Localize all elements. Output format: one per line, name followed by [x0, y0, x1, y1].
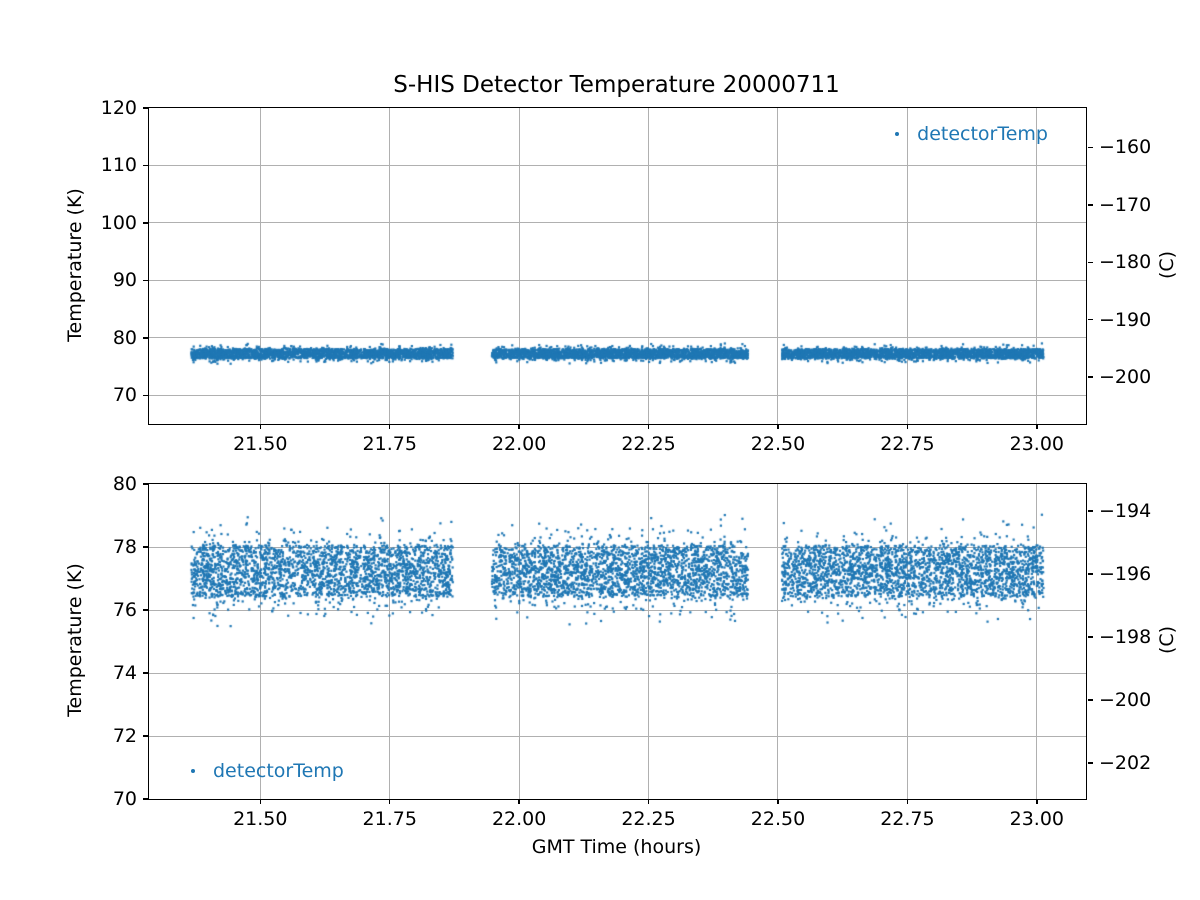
right-y-tick-mark	[1087, 510, 1093, 512]
right-y-tick-mark	[1087, 699, 1093, 701]
top-legend: detectorTemp	[895, 123, 1048, 145]
right-y-tick-mark	[1087, 146, 1093, 149]
x-tick-mark	[777, 799, 779, 804]
x-tick-mark	[259, 799, 262, 804]
x-tick-mark	[1036, 799, 1038, 804]
y-tick-label: 110	[100, 154, 137, 177]
legend-label: detectorTemp	[213, 760, 344, 782]
y-tick-mark	[142, 107, 148, 109]
x-tick-label: 22.00	[491, 433, 547, 455]
y-tick-mark	[142, 672, 148, 674]
y-tick-label: 90	[112, 269, 137, 292]
y-tick-label: 78	[112, 536, 137, 558]
y-tick-mark	[142, 609, 148, 611]
y-tick-mark	[142, 394, 148, 397]
y-tick-label: 70	[112, 384, 137, 407]
x-tick-mark	[259, 424, 262, 429]
y-tick-mark	[142, 798, 148, 800]
bottom-y-axis-label: Temperature (K)	[64, 563, 86, 717]
y-tick-mark	[142, 164, 148, 167]
x-tick-label: 22.50	[750, 433, 806, 455]
x-tick-mark	[777, 424, 779, 429]
y-tick-label: 80	[112, 326, 137, 349]
x-tick-mark	[647, 424, 650, 429]
top-axes: detectorTemp 21.50 21.75 22.00 22.25 22.50 22…	[101, 97, 1151, 455]
x-tick-label: 21.50	[233, 808, 288, 830]
right-y-tick-mark	[1087, 318, 1093, 321]
x-tick-mark	[906, 424, 909, 429]
x-tick-label: 21.50	[233, 433, 288, 455]
y-tick-label: 70	[112, 788, 137, 810]
top-y-axis-label: Temperature (K)	[64, 188, 86, 342]
right-y-tick-label: −200	[1099, 366, 1152, 389]
x-tick-label: 22.75	[880, 808, 935, 830]
y-tick-label: 80	[112, 473, 137, 495]
x-tick-label: 22.25	[621, 808, 676, 830]
x-tick-label: 21.75	[362, 433, 417, 455]
right-y-tick-label: −202	[1099, 751, 1152, 774]
y-tick-label: 74	[112, 662, 137, 684]
x-tick-mark	[1036, 424, 1038, 429]
scatter-canvas	[149, 484, 1086, 799]
x-tick-mark	[906, 799, 909, 804]
y-tick-label: 120	[100, 97, 137, 119]
bottom-legend: detectorTemp	[191, 760, 344, 782]
x-tick-label: 23.00	[1009, 433, 1065, 455]
x-tick-label: 22.50	[750, 808, 806, 830]
scatter-canvas	[149, 108, 1086, 424]
top-right-y-axis-label: (C)	[1156, 250, 1178, 280]
x-tick-mark	[388, 799, 391, 804]
right-y-tick-label: −198	[1099, 625, 1152, 648]
x-tick-mark	[518, 424, 520, 429]
x-axis-label: GMT Time (hours)	[531, 836, 702, 858]
bottom-axes: detectorTemp 21.50 21.75 22.00 22.25 22.50 22…	[113, 473, 1151, 830]
x-tick-mark	[647, 799, 650, 804]
right-y-tick-label: −196	[1099, 562, 1152, 585]
legend-label: detectorTemp	[917, 123, 1048, 145]
x-tick-label: 22.00	[491, 808, 547, 830]
right-y-tick-label: −190	[1099, 308, 1152, 331]
x-tick-label: 22.75	[880, 433, 935, 455]
right-y-tick-label: −160	[1099, 136, 1152, 159]
right-y-tick-label: −170	[1099, 193, 1152, 216]
scatter-marker-icon	[895, 132, 900, 136]
y-tick-mark	[142, 279, 148, 282]
x-tick-mark	[388, 424, 391, 429]
x-tick-label: 22.25	[621, 433, 676, 455]
right-y-tick-label: −194	[1099, 499, 1152, 522]
right-y-tick-label: −180	[1099, 251, 1152, 274]
scatter-marker-icon	[191, 769, 195, 773]
right-y-tick-mark	[1087, 573, 1093, 575]
y-tick-label: 76	[112, 599, 137, 621]
y-tick-mark	[142, 337, 148, 339]
x-tick-label: 21.75	[362, 808, 417, 830]
y-tick-label: 72	[112, 725, 137, 747]
right-y-tick-mark	[1087, 636, 1093, 638]
y-tick-mark	[142, 735, 148, 737]
y-tick-mark	[142, 222, 148, 224]
y-tick-mark	[142, 483, 148, 485]
right-y-tick-mark	[1087, 762, 1093, 764]
y-tick-label: 100	[100, 211, 137, 234]
right-y-tick-mark	[1087, 261, 1093, 263]
y-tick-mark	[142, 546, 148, 548]
bottom-right-y-axis-label: (C)	[1156, 625, 1178, 655]
x-tick-mark	[518, 799, 520, 804]
right-y-tick-mark	[1087, 376, 1093, 378]
right-y-tick-mark	[1087, 204, 1093, 206]
right-y-tick-label: −200	[1099, 688, 1152, 711]
chart-title: S-HIS Detector Temperature 20000711	[393, 72, 840, 98]
x-tick-label: 23.00	[1009, 808, 1065, 830]
